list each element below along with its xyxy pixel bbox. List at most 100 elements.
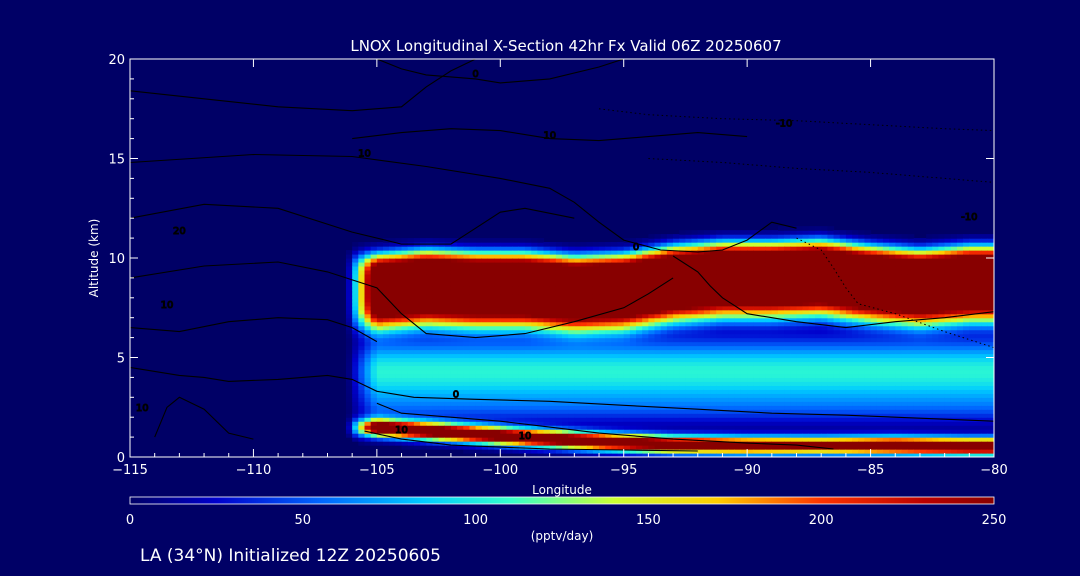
heat-cell [383, 389, 390, 394]
heat-cell [352, 417, 359, 422]
heat-cell [562, 242, 569, 247]
heat-cell [506, 381, 514, 386]
heat-cell [839, 285, 847, 291]
heat-cell [463, 405, 471, 410]
heat-cell [444, 361, 452, 367]
heat-cell [845, 377, 853, 382]
heat-cell [728, 321, 736, 327]
heat-cell [685, 285, 693, 291]
heat-cell [716, 357, 724, 363]
heat-cell [808, 405, 816, 410]
heat-cell [407, 341, 415, 347]
heat-cell [568, 405, 575, 410]
heat-cell [734, 433, 742, 438]
heat-cell [568, 409, 575, 414]
heat-cell [796, 277, 804, 283]
heat-cell [500, 441, 508, 446]
heat-cell [679, 238, 687, 243]
heat-cell [827, 405, 835, 410]
heat-cell [808, 393, 816, 398]
heat-cell [346, 285, 353, 291]
heat-cell [839, 409, 847, 414]
heat-cell [759, 373, 767, 378]
heat-cell [555, 261, 563, 267]
heat-cell [364, 357, 372, 363]
heat-cell [771, 437, 779, 442]
heat-cell [876, 265, 884, 271]
heat-cell [833, 353, 841, 359]
heat-cell [673, 297, 680, 303]
heat-cell [524, 373, 532, 378]
heat-cell [685, 337, 693, 343]
heat-cell [734, 297, 742, 303]
heat-cell [778, 265, 785, 271]
heat-cell [450, 273, 458, 279]
heat-cell [666, 265, 674, 271]
heat-cell [549, 421, 557, 426]
heat-cell [845, 273, 853, 279]
heat-cell [827, 425, 835, 430]
heat-cell [648, 373, 656, 378]
heat-cell [358, 369, 366, 375]
heat-cell [352, 353, 359, 359]
heat-cell [352, 389, 359, 394]
heat-cell [420, 361, 427, 367]
heat-cell [666, 242, 674, 247]
heat-cell [407, 409, 415, 414]
heat-cell [827, 285, 835, 291]
heat-cell [636, 429, 643, 434]
heat-cell [753, 369, 761, 375]
heat-cell [870, 421, 878, 426]
heat-cell [759, 234, 767, 239]
heat-cell [432, 357, 440, 363]
heat-cell [839, 234, 847, 239]
heat-cell [864, 445, 872, 450]
heat-cell [734, 234, 742, 239]
heat-cell [778, 297, 785, 303]
heat-cell [636, 425, 643, 430]
heat-cell [790, 246, 798, 251]
heat-cell [531, 373, 538, 378]
heat-cell [358, 333, 366, 339]
heat-cell [845, 329, 853, 335]
heat-cell [858, 421, 865, 426]
heat-cell [833, 381, 841, 386]
heat-cell [506, 250, 514, 255]
heat-cell [858, 361, 865, 367]
heat-cell [821, 325, 828, 331]
heat-cell [728, 325, 736, 331]
heat-cell [784, 297, 791, 303]
heat-cell [710, 361, 717, 367]
heat-cell [537, 313, 545, 319]
heat-cell [685, 389, 693, 394]
heat-cell [870, 297, 878, 303]
heat-cell [370, 425, 378, 430]
heat-cell [710, 441, 717, 446]
heat-cell [549, 285, 557, 291]
heat-cell [457, 373, 464, 378]
heat-cell [679, 349, 687, 355]
heat-cell [352, 405, 359, 410]
heat-cell [839, 453, 847, 457]
heat-cell [691, 397, 699, 402]
heat-cell [771, 417, 779, 422]
heat-cell [389, 365, 396, 371]
heat-cell [611, 246, 619, 251]
heat-cell [697, 317, 705, 323]
heat-cell [747, 293, 754, 299]
heat-cell [506, 337, 514, 343]
heat-cell [401, 369, 409, 375]
heat-cell [568, 385, 575, 390]
heat-cell [346, 273, 353, 279]
heat-cell [401, 297, 409, 303]
heat-cell [574, 385, 582, 390]
heat-cell [691, 421, 699, 426]
heat-cell [636, 337, 643, 343]
heat-cell [876, 425, 884, 430]
heat-cell [506, 297, 514, 303]
heat-cell [555, 277, 563, 283]
heat-cell [660, 317, 668, 323]
heat-cell [457, 265, 464, 271]
heat-cell [833, 261, 841, 267]
heat-cell [481, 405, 489, 410]
